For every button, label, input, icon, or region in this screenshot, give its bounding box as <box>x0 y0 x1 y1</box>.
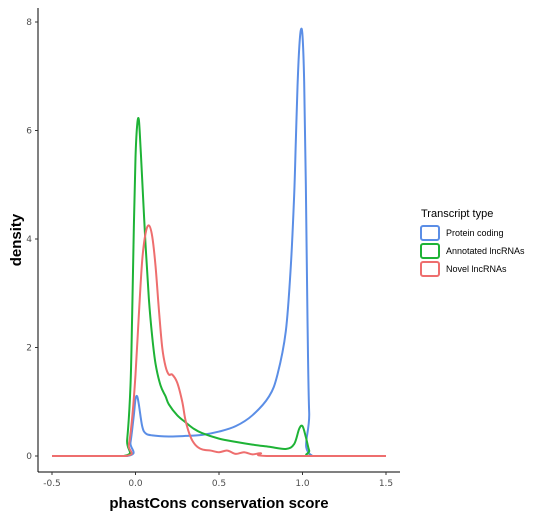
legend-title: Transcript type <box>421 208 493 220</box>
legend-label-protein-coding: Protein coding <box>446 228 504 238</box>
y-tick-label: 6 <box>26 127 32 137</box>
x-axis-ticks: -0.5 0.0 0.5 1.0 1.5 <box>43 472 393 489</box>
x-tick-label: -0.5 <box>43 479 61 489</box>
legend-key-annotated-lncrnas <box>420 243 440 259</box>
series-line-annotated-lncrnas <box>52 117 386 458</box>
x-tick-label: 0.0 <box>128 479 143 489</box>
x-tick-label: 0.5 <box>212 479 226 489</box>
y-tick-label: 4 <box>26 235 32 245</box>
y-axis-ticks: 0 2 4 6 8 <box>26 18 38 462</box>
y-tick-label: 0 <box>26 452 32 462</box>
legend-label-novel-lncrnas: Novel lncRNAs <box>446 264 507 274</box>
y-tick-label: 8 <box>26 18 32 28</box>
legend-label-annotated-lncrnas: Annotated lncRNAs <box>446 246 525 256</box>
series-curves <box>52 27 386 458</box>
x-tick-label: 1.0 <box>295 479 310 489</box>
legend: Transcript type Protein coding Annotated … <box>420 208 525 277</box>
series-line-novel-lncrnas <box>52 224 386 458</box>
legend-key-protein-coding <box>420 225 440 241</box>
y-axis-title: density <box>8 213 25 266</box>
y-tick-label: 2 <box>26 344 32 354</box>
series-line-protein-coding <box>52 27 386 458</box>
x-axis-title: phastCons conservation score <box>109 495 328 512</box>
x-tick-label: 1.5 <box>379 479 393 489</box>
legend-key-novel-lncrnas <box>420 261 440 277</box>
